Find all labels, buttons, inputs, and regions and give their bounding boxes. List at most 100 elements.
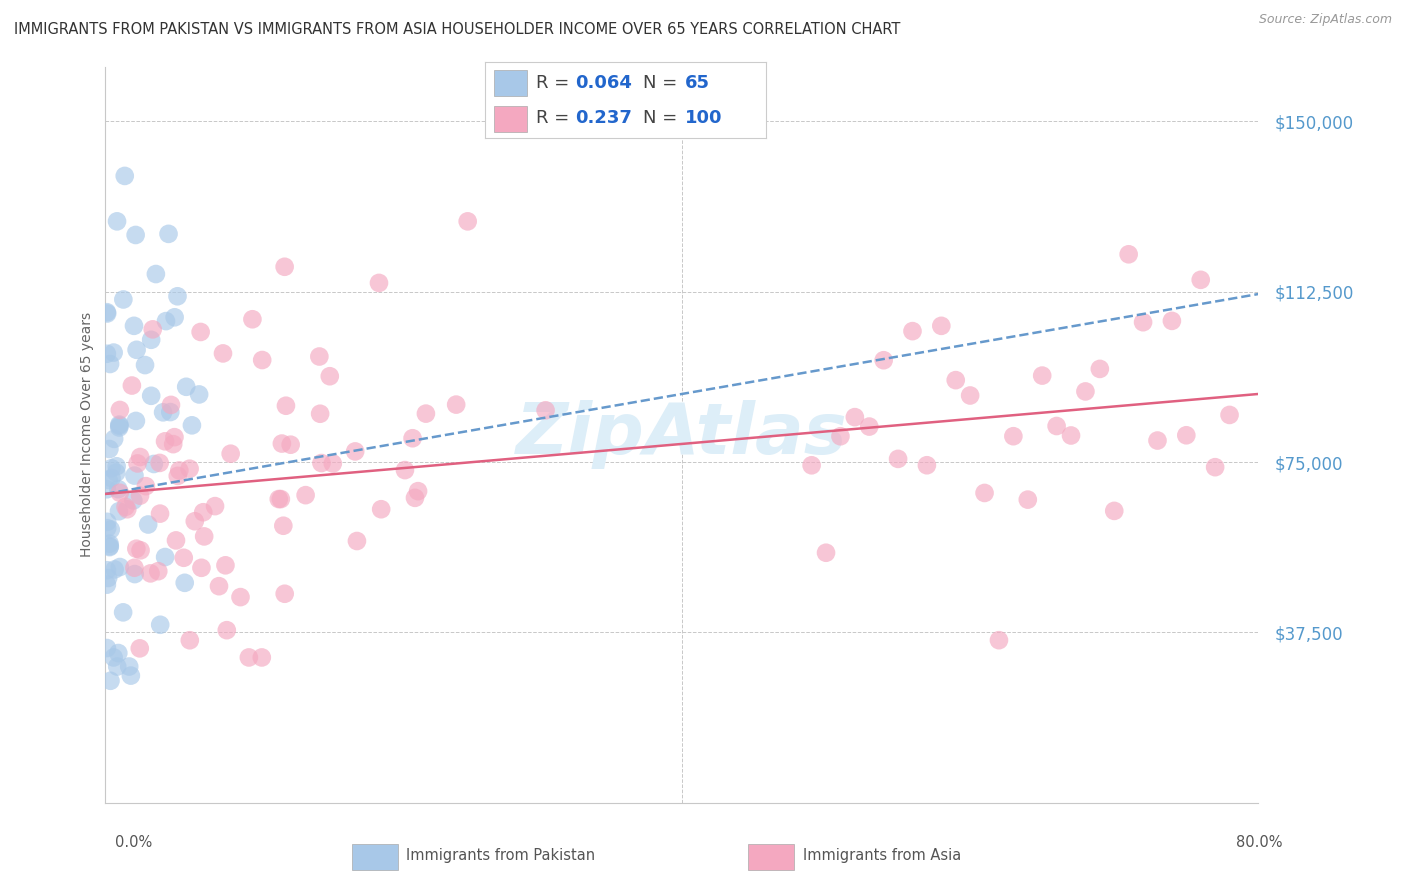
Point bbox=[1102, 504, 1125, 518]
Point bbox=[242, 312, 264, 326]
Point bbox=[401, 431, 423, 445]
Point bbox=[267, 491, 290, 506]
Point bbox=[108, 485, 131, 500]
Point bbox=[309, 407, 332, 421]
Bar bbox=[494, 70, 527, 95]
Point bbox=[159, 405, 181, 419]
Text: 65: 65 bbox=[685, 74, 710, 92]
Point bbox=[212, 346, 235, 360]
Point bbox=[1088, 362, 1111, 376]
Bar bbox=[494, 106, 527, 132]
Point bbox=[108, 418, 131, 433]
Point bbox=[148, 564, 170, 578]
Point bbox=[406, 484, 429, 499]
Point bbox=[142, 322, 165, 336]
Point bbox=[124, 567, 146, 582]
Point bbox=[294, 488, 316, 502]
Point bbox=[96, 515, 118, 529]
Point bbox=[173, 550, 195, 565]
Point bbox=[858, 419, 880, 434]
Point bbox=[120, 668, 142, 682]
Point bbox=[141, 333, 163, 347]
Point bbox=[1146, 434, 1168, 448]
Text: Immigrants from Asia: Immigrants from Asia bbox=[803, 848, 962, 863]
Point bbox=[219, 447, 242, 461]
Y-axis label: Householder Income Over 65 years: Householder Income Over 65 years bbox=[80, 312, 94, 558]
Point bbox=[250, 353, 273, 368]
Point bbox=[190, 561, 212, 575]
Point bbox=[118, 659, 141, 673]
Point bbox=[1219, 408, 1241, 422]
Point bbox=[165, 533, 187, 548]
Point bbox=[108, 560, 131, 574]
Point bbox=[169, 463, 191, 477]
Point bbox=[96, 521, 118, 535]
Point bbox=[270, 491, 292, 506]
Text: N =: N = bbox=[643, 74, 682, 92]
Text: IMMIGRANTS FROM PAKISTAN VS IMMIGRANTS FROM ASIA HOUSEHOLDER INCOME OVER 65 YEAR: IMMIGRANTS FROM PAKISTAN VS IMMIGRANTS F… bbox=[14, 22, 900, 37]
Text: Source: ZipAtlas.com: Source: ZipAtlas.com bbox=[1258, 13, 1392, 27]
Point bbox=[127, 457, 149, 471]
Point bbox=[1161, 314, 1184, 328]
Point bbox=[311, 456, 333, 470]
Bar bbox=[352, 844, 398, 870]
Point bbox=[1074, 384, 1097, 399]
Point bbox=[141, 389, 163, 403]
Point bbox=[188, 387, 211, 401]
Point bbox=[238, 650, 260, 665]
Point bbox=[273, 518, 295, 533]
Point bbox=[931, 318, 953, 333]
Point bbox=[988, 633, 1011, 648]
Point bbox=[166, 289, 188, 303]
Text: 100: 100 bbox=[685, 109, 723, 127]
Point bbox=[368, 276, 391, 290]
Point bbox=[945, 373, 967, 387]
Point bbox=[100, 461, 122, 475]
Point bbox=[830, 429, 852, 443]
Point bbox=[100, 523, 122, 537]
Text: ZipAtlas: ZipAtlas bbox=[516, 401, 848, 469]
Point bbox=[250, 650, 273, 665]
Point bbox=[96, 640, 118, 655]
Point bbox=[125, 541, 148, 556]
Point bbox=[139, 566, 162, 581]
Point bbox=[394, 463, 416, 477]
Point bbox=[815, 546, 838, 560]
Text: 0.237: 0.237 bbox=[575, 109, 631, 127]
Point bbox=[415, 407, 437, 421]
Point bbox=[180, 418, 204, 433]
Point bbox=[319, 369, 342, 384]
Point bbox=[370, 502, 392, 516]
Point bbox=[112, 293, 135, 307]
Point bbox=[96, 305, 118, 319]
Text: R =: R = bbox=[536, 109, 575, 127]
Point bbox=[844, 410, 866, 425]
Point bbox=[103, 345, 125, 359]
Point bbox=[108, 504, 131, 518]
Point bbox=[1002, 429, 1025, 443]
Point bbox=[105, 459, 128, 474]
Point bbox=[162, 437, 184, 451]
Text: 0.0%: 0.0% bbox=[115, 836, 152, 850]
Point bbox=[404, 491, 426, 505]
Point bbox=[105, 214, 128, 228]
Point bbox=[322, 457, 344, 471]
Point bbox=[98, 536, 121, 550]
Point bbox=[117, 502, 139, 516]
Point bbox=[1204, 460, 1226, 475]
Point bbox=[98, 540, 121, 554]
Point bbox=[274, 399, 297, 413]
Text: Immigrants from Pakistan: Immigrants from Pakistan bbox=[406, 848, 596, 863]
Point bbox=[129, 543, 152, 558]
Point bbox=[125, 343, 148, 357]
Point bbox=[121, 378, 143, 392]
Point bbox=[124, 227, 146, 242]
Point bbox=[273, 587, 295, 601]
Point bbox=[273, 260, 295, 274]
Point bbox=[1175, 428, 1198, 442]
Point bbox=[887, 451, 910, 466]
Point bbox=[103, 650, 125, 665]
Point bbox=[1132, 315, 1154, 329]
Point bbox=[280, 438, 302, 452]
Point bbox=[800, 458, 823, 473]
